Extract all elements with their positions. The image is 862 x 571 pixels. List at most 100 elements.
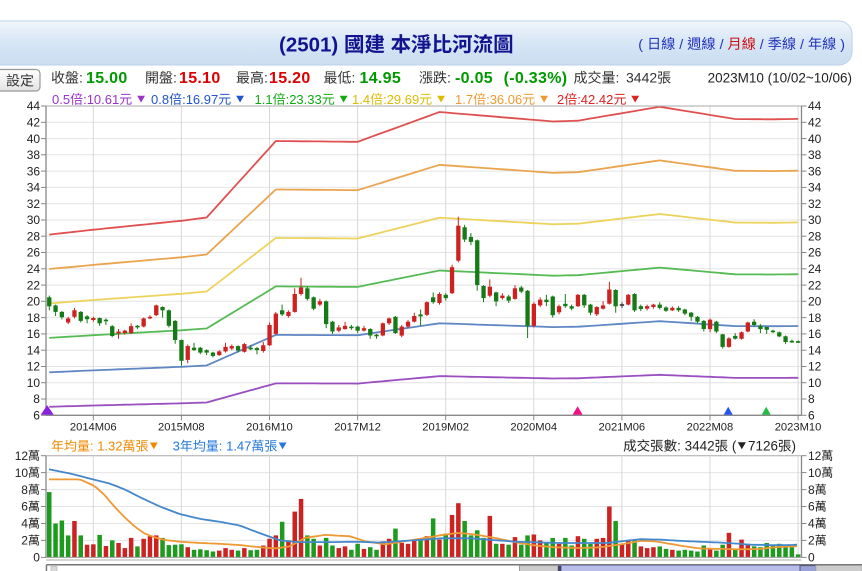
svg-text:16: 16 [808, 327, 822, 341]
svg-text:/: / [760, 37, 764, 53]
svg-text:12: 12 [808, 360, 822, 374]
svg-text:0.8: 0.8 [151, 92, 169, 107]
svg-text:18: 18 [808, 311, 822, 325]
svg-text:36: 36 [808, 164, 822, 178]
svg-text:1.4: 1.4 [352, 92, 370, 107]
svg-text:12: 12 [808, 449, 822, 463]
svg-text:0: 0 [33, 551, 40, 565]
svg-text:0.5: 0.5 [52, 92, 70, 107]
svg-text:2023M10: 2023M10 [708, 71, 764, 86]
svg-text:20: 20 [808, 295, 822, 309]
svg-text:44: 44 [808, 99, 822, 113]
svg-text:40: 40 [808, 132, 822, 146]
svg-text:42: 42 [808, 116, 822, 130]
svg-text:1.47: 1.47 [226, 439, 251, 454]
svg-text:38: 38 [27, 148, 41, 162]
svg-text:15.20: 15.20 [269, 70, 311, 87]
svg-text::: : [677, 439, 681, 454]
svg-text:): ) [792, 439, 797, 454]
svg-text:2017M12: 2017M12 [334, 421, 381, 433]
svg-text:4: 4 [21, 517, 28, 531]
svg-text:26: 26 [27, 246, 41, 260]
svg-text:6: 6 [33, 409, 40, 423]
svg-text::: : [90, 439, 94, 454]
svg-text:28: 28 [808, 229, 822, 243]
svg-text:26: 26 [808, 246, 822, 260]
svg-text:2: 2 [21, 534, 28, 548]
svg-text:3: 3 [173, 439, 180, 454]
svg-text:28: 28 [27, 229, 41, 243]
svg-text::16.97: :16.97 [182, 92, 218, 107]
svg-text::: : [447, 70, 451, 86]
svg-text::23.33: :23.33 [286, 92, 322, 107]
svg-text:1.32: 1.32 [97, 439, 122, 454]
svg-text:2023M10: 2023M10 [775, 421, 822, 433]
svg-text::42.42: :42.42 [577, 92, 613, 107]
svg-text:2022M08: 2022M08 [687, 421, 734, 433]
svg-text::29.69: :29.69 [383, 92, 419, 107]
svg-text:15.00: 15.00 [86, 70, 128, 87]
svg-text:2016M10: 2016M10 [246, 421, 293, 433]
svg-text:44: 44 [27, 99, 41, 113]
svg-text:16: 16 [27, 327, 41, 341]
svg-text:(10/02~10/06): (10/02~10/06) [768, 71, 852, 86]
svg-text:6: 6 [808, 409, 815, 423]
svg-text:8: 8 [808, 483, 815, 497]
svg-text:22: 22 [808, 278, 822, 292]
svg-text:14: 14 [27, 343, 41, 357]
svg-text:8: 8 [21, 483, 28, 497]
svg-text:10: 10 [808, 376, 822, 390]
svg-text:34: 34 [808, 181, 822, 195]
svg-text:8: 8 [808, 392, 815, 406]
svg-text:14: 14 [808, 343, 822, 357]
svg-text:6: 6 [808, 500, 815, 514]
svg-text:36: 36 [27, 164, 41, 178]
svg-text:14.95: 14.95 [360, 70, 402, 87]
svg-text:8: 8 [33, 392, 40, 406]
svg-text:20: 20 [27, 295, 41, 309]
svg-text::10.61: :10.61 [83, 92, 119, 107]
svg-text:10: 10 [27, 376, 41, 390]
svg-text::: : [616, 70, 620, 86]
svg-text:12: 12 [15, 449, 29, 463]
svg-text:2015M08: 2015M08 [158, 421, 205, 433]
svg-text:/: / [679, 37, 683, 53]
svg-text:30: 30 [808, 213, 822, 227]
svg-text:(-0.33%): (-0.33%) [504, 70, 568, 87]
svg-text:(2501): (2501) [279, 34, 338, 57]
svg-text:40: 40 [27, 132, 41, 146]
svg-text::36.06: :36.06 [486, 92, 522, 107]
svg-text:(: ( [638, 37, 643, 53]
svg-text:0: 0 [808, 551, 815, 565]
svg-text:2019M02: 2019M02 [422, 421, 469, 433]
svg-text:3442: 3442 [685, 439, 715, 454]
svg-text:/: / [720, 37, 724, 53]
svg-text:): ) [840, 37, 845, 53]
svg-text:10: 10 [808, 466, 822, 480]
svg-text:24: 24 [27, 262, 41, 276]
svg-text:24: 24 [808, 262, 822, 276]
svg-text:34: 34 [27, 181, 41, 195]
svg-text:18: 18 [27, 311, 41, 325]
svg-text:2: 2 [808, 534, 815, 548]
svg-text:15.10: 15.10 [179, 70, 221, 87]
svg-text:3442: 3442 [626, 70, 657, 86]
svg-text:2014M06: 2014M06 [70, 421, 117, 433]
svg-text:12: 12 [27, 360, 41, 374]
svg-text:42: 42 [27, 116, 41, 130]
svg-text::: : [219, 439, 223, 454]
svg-text:38: 38 [808, 148, 822, 162]
svg-text::: : [79, 70, 83, 86]
svg-text:32: 32 [808, 197, 822, 211]
svg-text:10: 10 [15, 466, 29, 480]
svg-text:6: 6 [21, 500, 28, 514]
svg-text:2020M04: 2020M04 [510, 421, 557, 433]
svg-text:32: 32 [27, 197, 41, 211]
svg-text::: : [264, 70, 268, 86]
svg-text::: : [352, 70, 356, 86]
svg-text:30: 30 [27, 213, 41, 227]
svg-text:1.7: 1.7 [455, 92, 473, 107]
svg-text:7126: 7126 [748, 439, 778, 454]
svg-text:4: 4 [808, 517, 815, 531]
svg-text:(: ( [732, 439, 737, 454]
